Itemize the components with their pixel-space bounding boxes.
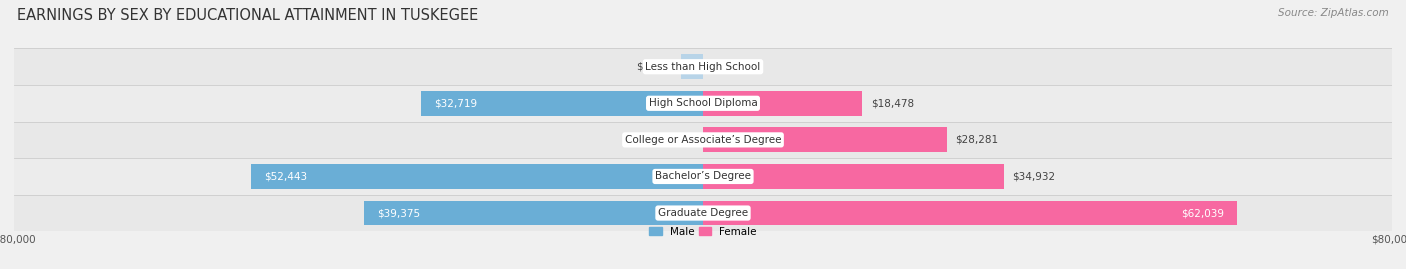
Text: Graduate Degree: Graduate Degree [658, 208, 748, 218]
Text: $34,932: $34,932 [1012, 171, 1056, 182]
Bar [252, 164, 703, 189]
Text: $52,443: $52,443 [264, 171, 308, 182]
Text: $18,478: $18,478 [870, 98, 914, 108]
Bar [14, 85, 1392, 122]
Text: College or Associate’s Degree: College or Associate’s Degree [624, 135, 782, 145]
Text: EARNINGS BY SEX BY EDUCATIONAL ATTAINMENT IN TUSKEGEE: EARNINGS BY SEX BY EDUCATIONAL ATTAINMEN… [17, 8, 478, 23]
Bar [364, 201, 703, 225]
Text: Source: ZipAtlas.com: Source: ZipAtlas.com [1278, 8, 1389, 18]
Bar [703, 91, 862, 116]
Text: $39,375: $39,375 [377, 208, 420, 218]
Bar [14, 195, 1392, 231]
Legend: Male, Female: Male, Female [645, 222, 761, 241]
Text: $62,039: $62,039 [1181, 208, 1225, 218]
Text: High School Diploma: High School Diploma [648, 98, 758, 108]
Bar [422, 91, 703, 116]
Bar [703, 164, 1004, 189]
Bar [682, 54, 703, 79]
Text: Bachelor’s Degree: Bachelor’s Degree [655, 171, 751, 182]
Bar [14, 122, 1392, 158]
Text: $28,281: $28,281 [955, 135, 998, 145]
Text: $0: $0 [682, 135, 695, 145]
Bar [14, 158, 1392, 195]
Bar [703, 128, 946, 152]
Text: Less than High School: Less than High School [645, 62, 761, 72]
Text: $0: $0 [711, 62, 724, 72]
Bar [14, 48, 1392, 85]
Text: $32,719: $32,719 [434, 98, 477, 108]
Bar [703, 201, 1237, 225]
Text: $2,499: $2,499 [637, 62, 673, 72]
